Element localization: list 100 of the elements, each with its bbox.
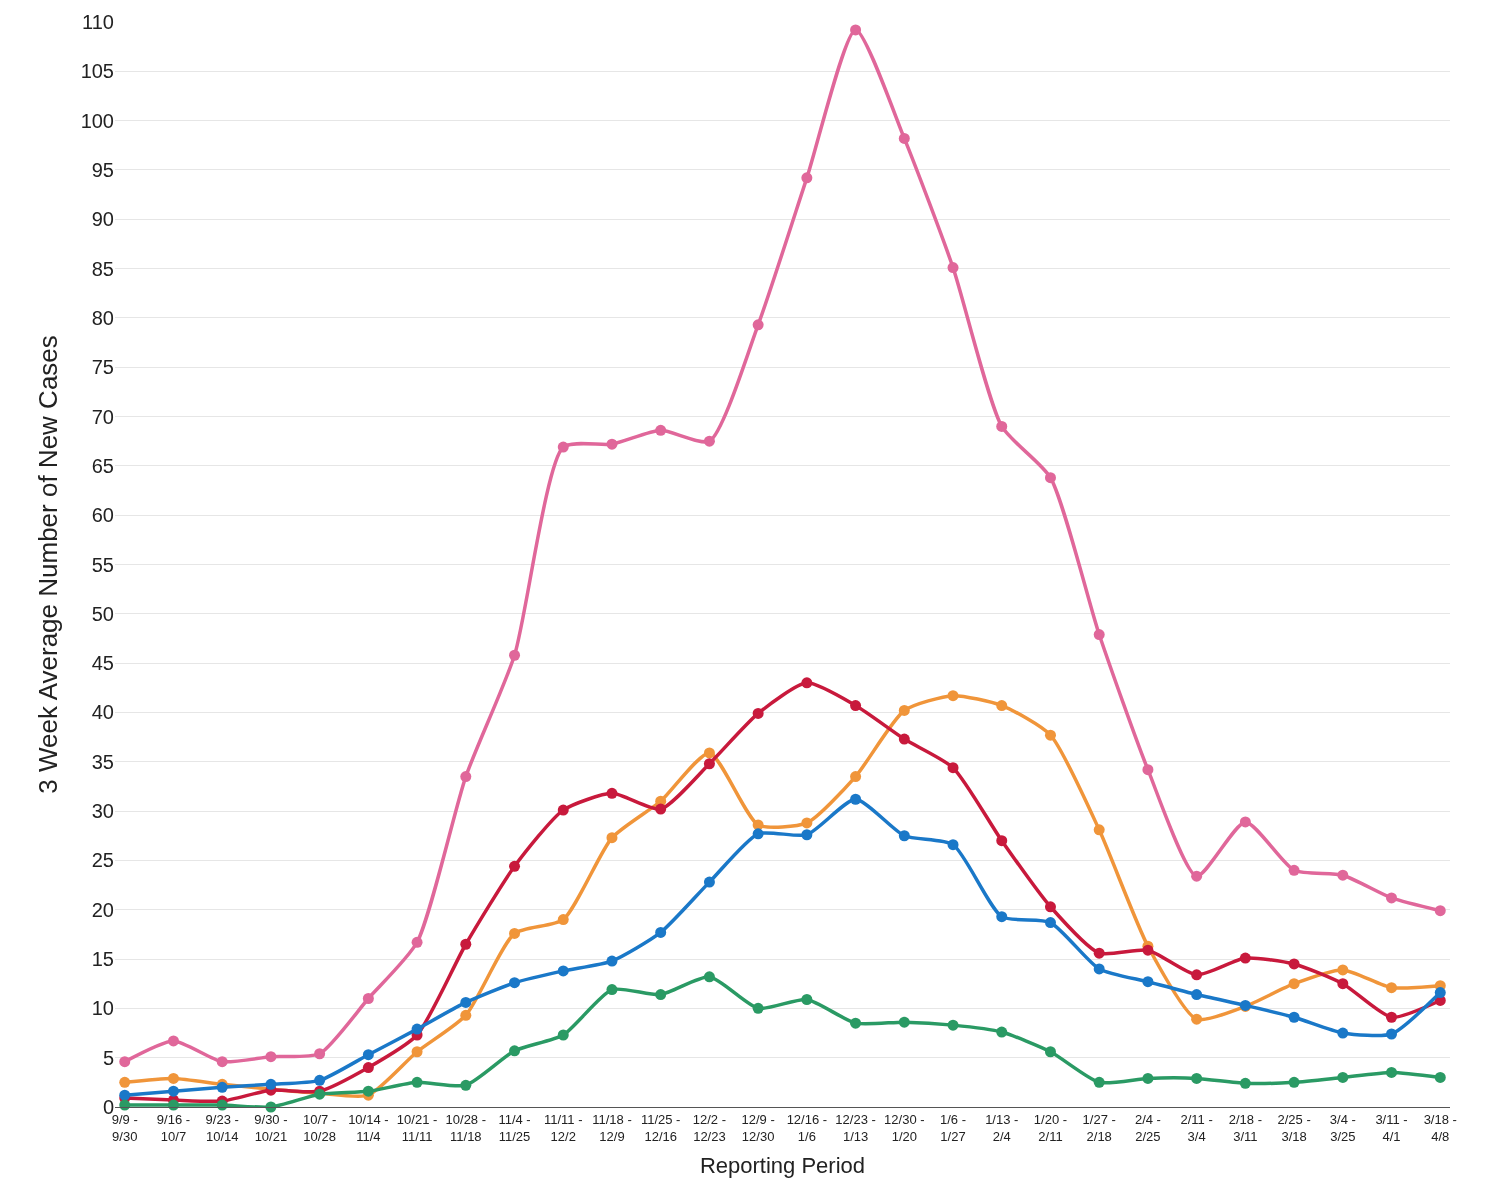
point [460,996,472,1008]
point [947,839,959,851]
x-tick-label: 10/21 - 11/11 [396,1111,438,1144]
point [996,420,1008,432]
y-tick-label: 25 [91,849,114,872]
point [947,762,959,774]
point [850,793,862,805]
y-axis-title: 3 Week Average Number of New Cases [33,335,64,794]
point [1337,1071,1349,1083]
point [314,1074,326,1086]
point [411,936,423,948]
point [1239,1077,1251,1089]
y-tick-label: 105 [80,60,114,83]
point [509,927,521,939]
point [801,677,813,689]
x-tick-label: 12/16 - 1/6 [786,1111,828,1144]
point [850,771,862,783]
point [1434,905,1446,917]
y-tick-label: 50 [91,602,114,625]
y-tick-label: 40 [91,701,114,724]
point [314,1048,326,1060]
point [460,938,472,950]
x-tick-label: 1/27 - 2/18 [1082,1111,1116,1144]
point [898,704,910,716]
point [703,435,715,447]
point [898,830,910,842]
point [1386,1011,1398,1023]
y-tick-label: 10 [91,997,114,1020]
point [752,319,764,331]
point [557,441,569,453]
y-tick-label: 65 [91,454,114,477]
point [996,911,1008,923]
point [1386,1066,1398,1078]
point [606,787,618,799]
point [362,993,374,1004]
point [1337,978,1349,990]
point [1093,629,1105,641]
x-tick-label: 2/25 - 3/18 [1277,1111,1311,1144]
point [119,1056,131,1068]
point [1093,824,1105,836]
point [362,1049,374,1061]
point [606,955,618,967]
point [1142,764,1154,776]
point [1044,729,1056,741]
x-tick-label: 10/14 - 11/4 [348,1111,389,1144]
y-tick-label: 80 [91,306,114,329]
y-tick-label: 85 [91,257,114,280]
x-tick-label: 2/11 - 3/4 [1180,1111,1213,1144]
x-tick-label: 2/4 - 2/25 [1134,1111,1161,1144]
point [752,828,764,840]
point [460,1009,472,1021]
point [167,1085,179,1097]
point [947,262,959,274]
x-tick-label: 10/7 - 10/28 [303,1111,337,1144]
x-tick-label: 11/25 - 12/16 [640,1111,681,1144]
point [509,649,521,661]
x-tick-label: 1/13 - 2/4 [985,1111,1019,1144]
point [947,1019,959,1031]
x-tick-label: 2/18 - 3/11 [1228,1111,1262,1144]
x-tick-label: 11/18 - 12/9 [592,1111,632,1144]
x-tick-label: 3/11 - 4/1 [1375,1111,1408,1144]
y-tick-label: 70 [91,405,114,428]
point [1386,892,1398,904]
point [1337,964,1349,976]
point [1044,917,1056,929]
point [801,172,813,184]
y-tick-label: 20 [91,898,114,921]
x-tick-label: 9/16 - 10/7 [156,1111,191,1144]
point [1191,969,1203,981]
point [703,747,715,759]
x-tick-label: 12/23 - 1/13 [835,1111,876,1144]
point [752,1002,764,1014]
point [1093,963,1105,975]
point [119,1076,131,1088]
point [1142,944,1154,956]
y-tick-label: 60 [91,504,114,527]
y-tick-label: 55 [91,553,114,576]
y-tick-label: 100 [80,109,114,132]
point [509,977,521,989]
point [1288,978,1300,990]
point [606,832,618,844]
point [509,860,521,872]
point [898,733,910,745]
y-tick-label: 45 [91,652,114,675]
point [1191,1013,1203,1025]
point [1044,472,1056,484]
point [850,700,862,712]
point [801,993,813,1005]
point [216,1056,228,1068]
point [752,707,764,719]
point [898,132,910,144]
point [655,803,667,815]
point [1434,987,1446,999]
y-tick-label: 90 [91,208,114,231]
y-tick-label: 5 [102,1046,114,1069]
point [1093,947,1105,959]
point [1142,976,1154,988]
point [411,1076,423,1088]
point [606,984,618,996]
point [1337,1027,1349,1039]
